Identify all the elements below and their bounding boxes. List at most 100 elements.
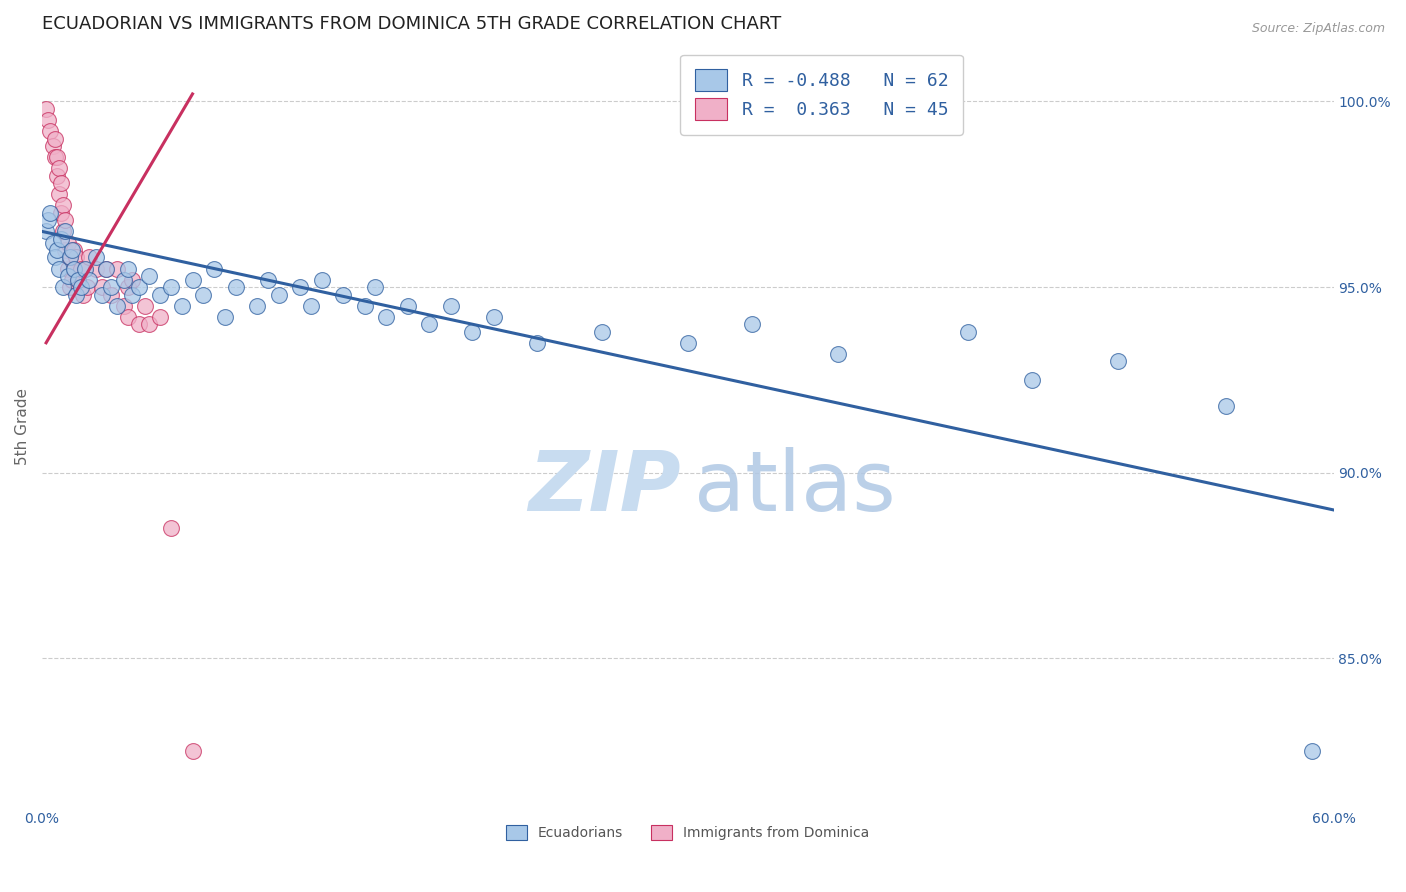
Point — [69, 261, 91, 276]
Point — [827, 347, 849, 361]
Point — [288, 280, 311, 294]
Point — [69, 280, 91, 294]
Point — [117, 310, 139, 324]
Point — [56, 235, 79, 250]
Point — [134, 299, 156, 313]
Point — [67, 273, 90, 287]
Point — [56, 268, 79, 283]
Point — [105, 299, 128, 313]
Point — [44, 150, 66, 164]
Point — [65, 251, 87, 265]
Point — [149, 287, 172, 301]
Point — [59, 251, 82, 265]
Point — [741, 317, 763, 331]
Point — [461, 325, 484, 339]
Point — [105, 261, 128, 276]
Point — [39, 124, 62, 138]
Point — [214, 310, 236, 324]
Text: ZIP: ZIP — [529, 447, 681, 528]
Point — [440, 299, 463, 313]
Point — [55, 243, 77, 257]
Point — [332, 287, 354, 301]
Point — [77, 251, 100, 265]
Point — [482, 310, 505, 324]
Point — [1301, 744, 1323, 758]
Point — [591, 325, 613, 339]
Point — [48, 187, 70, 202]
Point — [67, 273, 90, 287]
Point — [246, 299, 269, 313]
Point — [48, 161, 70, 176]
Point — [181, 273, 204, 287]
Point — [63, 261, 86, 276]
Point — [37, 112, 59, 127]
Point — [51, 206, 73, 220]
Point — [396, 299, 419, 313]
Point — [35, 224, 58, 238]
Point — [112, 299, 135, 313]
Point — [84, 251, 107, 265]
Point — [41, 235, 63, 250]
Text: ECUADORIAN VS IMMIGRANTS FROM DOMINICA 5TH GRADE CORRELATION CHART: ECUADORIAN VS IMMIGRANTS FROM DOMINICA 5… — [42, 15, 782, 33]
Point — [65, 287, 87, 301]
Point — [91, 287, 114, 301]
Point — [225, 280, 247, 294]
Point — [138, 317, 160, 331]
Point — [353, 299, 375, 313]
Point — [364, 280, 387, 294]
Point — [60, 243, 83, 257]
Point — [45, 243, 67, 257]
Point — [52, 224, 75, 238]
Point — [202, 261, 225, 276]
Point — [96, 261, 118, 276]
Point — [418, 317, 440, 331]
Point — [37, 213, 59, 227]
Point — [267, 287, 290, 301]
Point — [121, 287, 143, 301]
Point — [45, 169, 67, 183]
Point — [41, 139, 63, 153]
Point — [84, 261, 107, 276]
Point — [526, 335, 548, 350]
Point — [52, 198, 75, 212]
Point — [100, 280, 122, 294]
Point — [100, 287, 122, 301]
Point — [112, 273, 135, 287]
Point — [1215, 399, 1237, 413]
Point — [45, 150, 67, 164]
Legend: Ecuadorians, Immigrants from Dominica: Ecuadorians, Immigrants from Dominica — [501, 820, 875, 846]
Point — [311, 273, 333, 287]
Point — [44, 251, 66, 265]
Point — [72, 287, 94, 301]
Point — [39, 206, 62, 220]
Point — [160, 521, 183, 535]
Point — [73, 261, 96, 276]
Point — [257, 273, 280, 287]
Point — [73, 261, 96, 276]
Point — [77, 273, 100, 287]
Point — [52, 280, 75, 294]
Point — [51, 176, 73, 190]
Point — [59, 251, 82, 265]
Point — [121, 273, 143, 287]
Point — [59, 280, 82, 294]
Point — [149, 310, 172, 324]
Point — [91, 280, 114, 294]
Text: Source: ZipAtlas.com: Source: ZipAtlas.com — [1251, 22, 1385, 36]
Point — [56, 261, 79, 276]
Point — [128, 317, 150, 331]
Point — [299, 299, 322, 313]
Point — [44, 131, 66, 145]
Point — [676, 335, 699, 350]
Point — [117, 280, 139, 294]
Point — [63, 261, 86, 276]
Point — [1107, 354, 1129, 368]
Text: atlas: atlas — [695, 447, 896, 528]
Point — [1021, 373, 1043, 387]
Point — [60, 273, 83, 287]
Point — [138, 268, 160, 283]
Point — [51, 232, 73, 246]
Point — [63, 243, 86, 257]
Point — [55, 224, 77, 238]
Point — [128, 280, 150, 294]
